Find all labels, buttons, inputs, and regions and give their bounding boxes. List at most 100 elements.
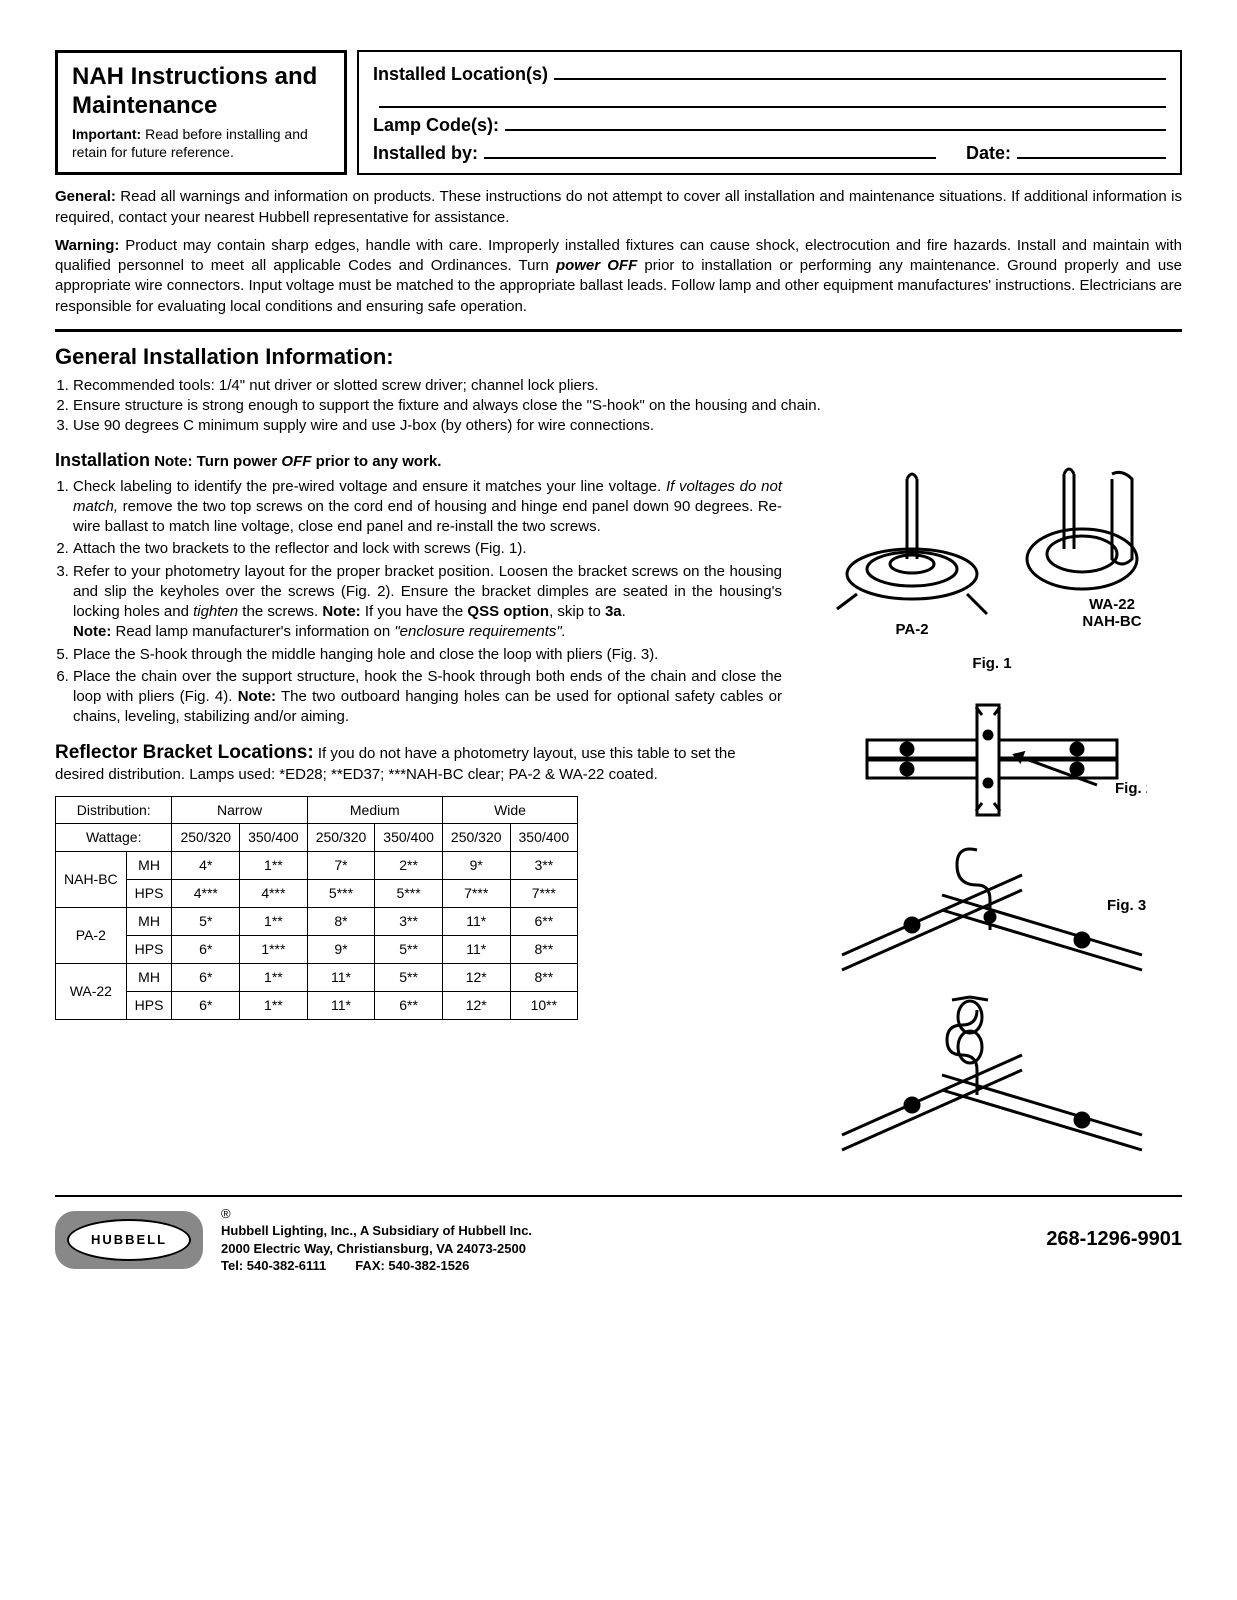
list-item: Attach the two brackets to the reflector… — [73, 539, 782, 559]
table-cell: 6** — [510, 908, 578, 936]
pa2-label: PA-2 — [895, 621, 928, 638]
warning-label: Warning: — [55, 237, 119, 254]
figure-1-svg: PA-2 WA-22 NAH-BC — [812, 464, 1172, 644]
table-cell: 350/400 — [240, 824, 308, 852]
table-cell: 10** — [510, 991, 578, 1019]
table-cell: 5* — [172, 908, 240, 936]
footer-line2: 2000 Electric Way, Christiansburg, VA 24… — [221, 1240, 532, 1258]
installed-by-label: Installed by: — [373, 141, 478, 165]
table-cell: 350/400 — [375, 824, 443, 852]
off-text: OFF — [281, 453, 311, 470]
table-cell: 5*** — [307, 880, 375, 908]
table-cell: 250/320 — [442, 824, 510, 852]
list-item: Refer to your photometry layout for the … — [73, 562, 782, 643]
reflector-title: Reflector Bracket Locations: — [55, 742, 314, 763]
wa22-label: WA-22 — [1089, 596, 1135, 613]
list-item: Check labeling to identify the pre-wired… — [73, 477, 782, 538]
important-note: Important: Read before installing and re… — [72, 125, 330, 163]
table-cell: 9* — [442, 852, 510, 880]
table-cell: MH — [126, 963, 172, 991]
table-cell: 1** — [240, 963, 308, 991]
table-cell: HPS — [126, 991, 172, 1019]
table-cell: 4*** — [240, 880, 308, 908]
install-note-label: Note: Turn power — [154, 453, 281, 470]
table-cell: 1** — [240, 991, 308, 1019]
table-cell: HPS — [126, 880, 172, 908]
table-header: Narrow — [172, 796, 307, 824]
table-cell: 6* — [172, 935, 240, 963]
bracket-table: Distribution: Narrow Medium Wide Wattage… — [55, 796, 578, 1020]
nahbc-label: NAH-BC — [1082, 613, 1141, 630]
table-cell: MH — [126, 852, 172, 880]
table-row: WA-22 MH 6* 1** 11* 5** 12* 8** — [56, 963, 578, 991]
general-label: General: — [55, 188, 116, 205]
table-cell: HPS — [126, 935, 172, 963]
table-row: HPS 6* 1** 11* 6** 12* 10** — [56, 991, 578, 1019]
table-header: Wide — [442, 796, 577, 824]
reg-mark: ® — [221, 1205, 532, 1223]
date-label: Date: — [966, 141, 1011, 165]
table-header: Distribution: — [56, 796, 172, 824]
fig1-label: Fig. 1 — [972, 654, 1011, 674]
footer: HUBBELL ® Hubbell Lighting, Inc., A Subs… — [55, 1205, 1182, 1275]
figure-3-svg: Fig. 3 — [822, 835, 1162, 985]
table-cell: 2** — [375, 852, 443, 880]
footer-text: ® Hubbell Lighting, Inc., A Subsidiary o… — [221, 1205, 532, 1275]
table-cell: 11* — [442, 935, 510, 963]
table-cell: NAH-BC — [56, 852, 127, 908]
list-item: Place the S-hook through the middle hang… — [73, 645, 782, 665]
table-cell: 6* — [172, 963, 240, 991]
table-cell: 1** — [240, 852, 308, 880]
table-header: Wattage: — [56, 824, 172, 852]
table-cell: 7* — [307, 852, 375, 880]
table-row: HPS 4*** 4*** 5*** 5*** 7*** 7*** — [56, 880, 578, 908]
fig2-label: Fig. 2 — [1115, 780, 1147, 797]
blank-line — [505, 115, 1166, 131]
installed-locations-label: Installed Location(s) — [373, 62, 548, 86]
installed-by-line: Installed by: — [373, 141, 936, 165]
table-cell: 8** — [510, 963, 578, 991]
left-column: Installation Note: Turn power OFF prior … — [55, 448, 782, 1164]
table-cell: 11* — [307, 963, 375, 991]
list-item: Use 90 degrees C minimum supply wire and… — [73, 416, 1182, 436]
list-item: Ensure structure is strong enough to sup… — [73, 396, 1182, 416]
table-row: Wattage: 250/320 350/400 250/320 350/400… — [56, 824, 578, 852]
blank-line — [484, 143, 936, 159]
table-cell: 12* — [442, 963, 510, 991]
table-cell: 6** — [375, 991, 443, 1019]
blank-line — [554, 64, 1166, 80]
table-cell: 5** — [375, 935, 443, 963]
table-row: HPS 6* 1*** 9* 5** 11* 8** — [56, 935, 578, 963]
divider — [55, 329, 1182, 332]
install-note-tail: prior to any work. — [311, 453, 441, 470]
installation-list: Check labeling to identify the pre-wired… — [55, 477, 782, 728]
installed-locations-line: Installed Location(s) — [373, 62, 1166, 86]
table-cell: 1** — [240, 908, 308, 936]
installation-title: Installation — [55, 450, 150, 470]
table-cell: 8** — [510, 935, 578, 963]
table-cell: 11* — [307, 991, 375, 1019]
table-cell: 3** — [510, 852, 578, 880]
general-install-heading: General Installation Information: — [55, 342, 1182, 372]
table-cell: WA-22 — [56, 963, 127, 1019]
title-box: NAH Instructions and Maintenance Importa… — [55, 50, 347, 175]
table-cell: 9* — [307, 935, 375, 963]
table-cell: 250/320 — [307, 824, 375, 852]
important-label: Important: — [72, 126, 141, 142]
table-cell: 7*** — [510, 880, 578, 908]
table-header: Medium — [307, 796, 442, 824]
table-cell: 250/320 — [172, 824, 240, 852]
doc-number: 268-1296-9901 — [1046, 1226, 1182, 1253]
general-text: Read all warnings and information on pro… — [55, 188, 1182, 225]
blank-line — [1017, 143, 1166, 159]
blank-full-line — [373, 92, 1166, 108]
hubbell-logo-text: HUBBELL — [67, 1219, 191, 1261]
table-cell: PA-2 — [56, 908, 127, 964]
installation-heading: Installation Note: Turn power OFF prior … — [55, 448, 782, 472]
table-cell: 1*** — [240, 935, 308, 963]
table-cell: 7*** — [442, 880, 510, 908]
footer-tel: Tel: 540-382-6111 — [221, 1258, 326, 1273]
date-line: Date: — [966, 141, 1166, 165]
table-cell: MH — [126, 908, 172, 936]
list-item: Place the chain over the support structu… — [73, 667, 782, 728]
